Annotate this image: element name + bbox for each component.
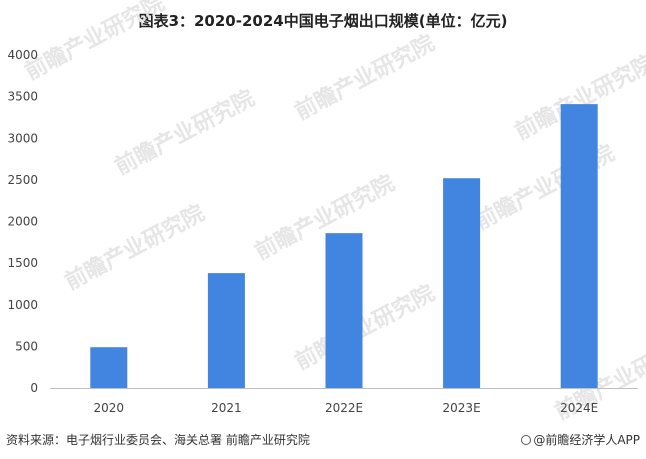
bars-group (90, 104, 598, 389)
source-note: 资料来源：电子烟行业委员会、海关总署 前瞻产业研究院 (6, 433, 310, 447)
y-tick-label: 0 (30, 381, 38, 395)
x-tick-label: 2024E (560, 401, 598, 415)
x-axis-ticks: 2020 2021 2022E 2023E 2024E (94, 401, 599, 415)
bar-2024E (560, 104, 598, 389)
brand-label: @前瞻经济学人APP (521, 431, 640, 448)
y-tick-label: 2500 (7, 173, 38, 187)
brand-text: @前瞻经济学人APP (533, 433, 640, 447)
y-tick-label: 4000 (7, 48, 38, 62)
watermark-text: 前瞻产业研究院 (21, 0, 169, 85)
y-tick-label: 500 (15, 339, 38, 353)
y-tick-label: 1500 (7, 256, 38, 270)
watermark-text: 前瞻产业研究院 (291, 280, 439, 375)
y-tick-label: 3000 (7, 131, 38, 145)
y-tick-label: 2000 (7, 215, 38, 229)
x-tick-label: 2023E (443, 401, 481, 415)
brand-logo-icon (521, 435, 532, 445)
y-tick-label: 3500 (7, 90, 38, 104)
watermark-text: 前瞻产业研究院 (291, 30, 439, 125)
watermark-text: 前瞻产业研究院 (251, 170, 399, 265)
bar-2022E (325, 233, 363, 388)
bar-2020 (90, 347, 128, 388)
bar-2021 (207, 273, 245, 388)
watermark-text: 前瞻产业研究院 (111, 85, 259, 180)
y-tick-label: 1000 (7, 298, 38, 312)
x-tick-label: 2022E (325, 401, 363, 415)
watermark-text: 前瞻产业研究院 (61, 200, 209, 295)
chart-title: 图表3：2020-2024中国电子烟出口规模(单位：亿元) (138, 12, 508, 30)
y-axis-ticks: 0 500 1000 1500 2000 2500 3000 3500 4000 (7, 48, 38, 395)
x-tick-label: 2020 (94, 401, 125, 415)
bar-2023E (443, 178, 481, 388)
x-tick-label: 2021 (211, 401, 242, 415)
